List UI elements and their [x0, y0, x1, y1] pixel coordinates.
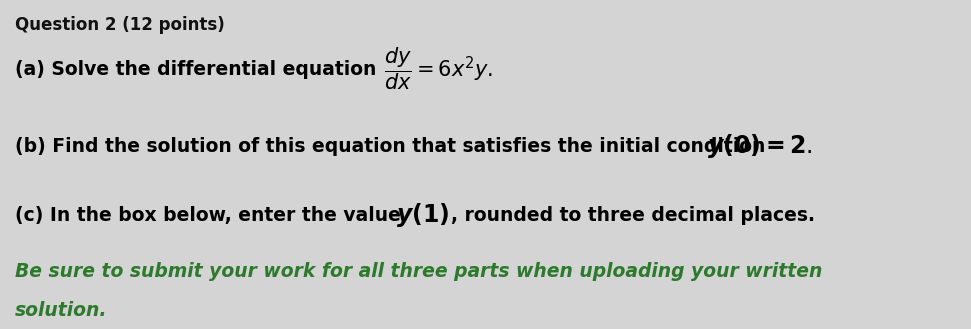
- Text: $\boldsymbol{y(0) = 2.}$: $\boldsymbol{y(0) = 2.}$: [707, 132, 813, 161]
- Text: , rounded to three decimal places.: , rounded to three decimal places.: [451, 206, 815, 225]
- Text: Question 2 (12 points): Question 2 (12 points): [15, 16, 224, 35]
- Text: $\boldsymbol{y(1)}$: $\boldsymbol{y(1)}$: [396, 201, 450, 230]
- Text: solution.: solution.: [15, 301, 107, 320]
- Text: (c) In the box below, enter the value: (c) In the box below, enter the value: [15, 206, 407, 225]
- Text: (a) Solve the differential equation: (a) Solve the differential equation: [15, 60, 383, 79]
- Text: Be sure to submit your work for all three parts when uploading your written: Be sure to submit your work for all thre…: [15, 262, 821, 281]
- Text: $\dfrac{dy}{dx} = 6x^2y.$: $\dfrac{dy}{dx} = 6x^2y.$: [384, 46, 492, 92]
- Text: (b) Find the solution of this equation that satisfies the initial condition: (b) Find the solution of this equation t…: [15, 137, 771, 156]
